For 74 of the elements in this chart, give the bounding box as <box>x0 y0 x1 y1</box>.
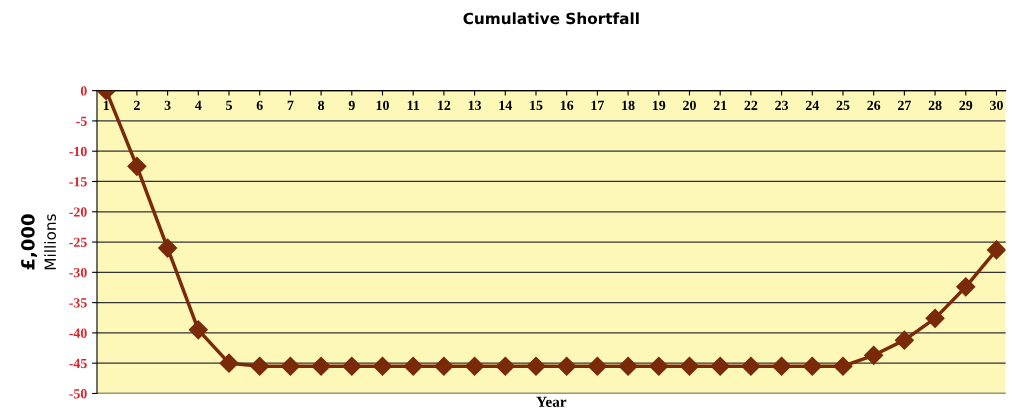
point <box>925 308 945 328</box>
x-tick-label: 21 <box>713 100 727 110</box>
x-tick-label: 28 <box>928 100 942 111</box>
x-tick-label: 12 <box>438 100 451 110</box>
point <box>986 240 1006 260</box>
x-tick-label: 5 <box>226 100 232 111</box>
y-axis-title: £,000 <box>21 214 38 270</box>
point <box>311 356 331 376</box>
point <box>158 238 178 258</box>
y-tick-label: -50 <box>69 389 87 399</box>
y-tick-label: 0 <box>80 86 87 96</box>
x-axis-title: Year <box>536 396 567 407</box>
x-tick-label: 13 <box>468 100 482 111</box>
y-tick-label: -45 <box>69 358 87 369</box>
point <box>342 356 362 376</box>
point <box>465 356 485 376</box>
y-tick-label: -15 <box>69 177 87 187</box>
point <box>372 356 393 376</box>
y-tick-label: -10 <box>69 146 87 157</box>
x-tick-label: 29 <box>959 100 973 111</box>
point <box>956 277 976 297</box>
y-tick-label: -40 <box>69 328 87 338</box>
point <box>219 353 239 373</box>
x-tick-label: 15 <box>530 100 543 111</box>
point <box>495 356 515 376</box>
x-tick-label: 1 <box>103 100 109 110</box>
chart-title: Cumulative Shortfall <box>463 12 639 25</box>
x-tick-label: 10 <box>376 100 389 111</box>
x-tick-label: 3 <box>164 100 171 111</box>
point <box>894 330 914 350</box>
point <box>618 356 638 376</box>
x-tick-label: 24 <box>805 100 819 110</box>
x-tick-label: 11 <box>407 100 420 110</box>
x-tick-label: 25 <box>836 100 850 111</box>
x-tick-label: 14 <box>499 100 512 110</box>
point <box>679 356 700 376</box>
x-tick-label: 20 <box>683 100 696 111</box>
x-tick-label: 4 <box>195 100 202 110</box>
point <box>280 356 300 376</box>
point <box>587 356 607 376</box>
y-tick-label: -5 <box>76 116 87 126</box>
x-tick-label: 16 <box>560 100 574 111</box>
x-tick-label: 22 <box>744 100 758 110</box>
point <box>864 345 884 365</box>
y-tick-label: -30 <box>69 267 87 278</box>
x-tick-label: 18 <box>622 100 635 111</box>
x-tick-label: 27 <box>898 100 911 110</box>
y-tick-label: -35 <box>69 298 87 308</box>
point <box>710 356 730 376</box>
point <box>403 356 423 376</box>
x-tick-label: 17 <box>591 100 604 110</box>
point <box>526 356 546 376</box>
point <box>649 356 669 376</box>
x-tick-label: 23 <box>775 100 789 111</box>
point <box>188 320 208 340</box>
y-tick-label: -25 <box>69 237 87 248</box>
x-tick-label: 9 <box>348 100 355 111</box>
point <box>557 356 577 376</box>
point <box>802 356 822 376</box>
point <box>127 156 147 176</box>
x-tick-label: 7 <box>287 100 294 110</box>
x-tick-label: 19 <box>652 100 666 111</box>
point <box>434 356 454 376</box>
point <box>741 356 761 376</box>
x-tick-label: 8 <box>318 100 325 111</box>
point <box>772 356 792 376</box>
point <box>250 356 270 376</box>
text: Millions <box>44 214 56 270</box>
point <box>833 356 853 376</box>
x-tick-label: 6 <box>256 100 263 111</box>
x-tick-label: 26 <box>867 100 881 111</box>
x-tick-label: 2 <box>134 100 140 110</box>
x-tick-label: 30 <box>990 100 1003 111</box>
y-tick-label: -20 <box>69 207 87 217</box>
